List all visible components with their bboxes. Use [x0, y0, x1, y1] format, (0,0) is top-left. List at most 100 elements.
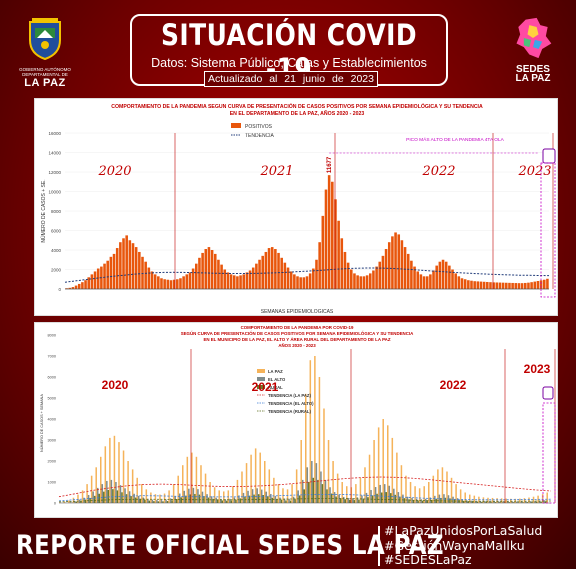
bar-la-paz	[473, 495, 476, 503]
bar-la-paz	[259, 452, 261, 503]
bar-positivos	[460, 278, 464, 289]
bar-la-paz	[150, 492, 152, 503]
bar-el-alto	[356, 497, 359, 503]
bar-el-alto	[256, 488, 258, 503]
bar-positivos	[289, 271, 293, 289]
bar-rural	[353, 500, 356, 503]
bar-el-alto	[128, 491, 131, 503]
y-tick-label: 14000	[48, 151, 61, 156]
bar-positivos	[188, 272, 192, 289]
bar-positivos	[106, 260, 109, 289]
bar-positivos	[128, 240, 132, 289]
legend-label: TENDENCIA (RURAL)	[268, 409, 311, 414]
bar-el-alto	[347, 497, 350, 503]
bar-el-alto	[511, 501, 514, 503]
bar-rural	[444, 497, 447, 503]
bar-la-paz	[59, 502, 61, 503]
bar-rural	[294, 499, 296, 503]
bar-la-paz	[182, 465, 184, 503]
bar-rural	[303, 489, 305, 503]
bar-positivos	[324, 189, 328, 289]
bar-el-alto	[456, 498, 459, 503]
bar-el-alto	[160, 500, 163, 503]
bar-la-paz	[286, 489, 289, 503]
bar-positivos	[334, 199, 337, 289]
bar-rural	[235, 499, 237, 503]
bar-positivos	[65, 288, 68, 289]
year-label: 2020	[102, 378, 129, 392]
bar-la-paz	[414, 486, 416, 503]
bar-positivos	[542, 279, 546, 289]
bar-rural	[103, 491, 105, 503]
bar-positivos	[277, 252, 280, 289]
bar-rural	[285, 500, 287, 503]
bar-el-alto	[283, 498, 286, 503]
bar-rural	[481, 501, 483, 503]
bar-positivos	[242, 274, 246, 289]
bar-positivos	[157, 276, 160, 289]
bar-el-alto	[96, 487, 99, 503]
gobernacion-small-text: GOBIERNO AUTÓNOMO DEPARTAMENTAL DE	[19, 67, 71, 77]
bar-positivos	[274, 249, 277, 289]
bar-la-paz	[377, 427, 380, 503]
bar-positivos	[432, 270, 435, 289]
bar-la-paz	[154, 494, 157, 503]
bar-positivos	[473, 281, 476, 289]
bar-la-paz	[541, 494, 544, 503]
bar-la-paz	[373, 440, 375, 503]
bar-positivos	[340, 238, 344, 289]
bar-rural	[308, 482, 310, 503]
year-label: 2021	[252, 380, 279, 394]
bar-positivos	[255, 263, 258, 289]
bar-la-paz	[168, 490, 170, 503]
bar-positivos	[350, 269, 353, 289]
bar-rural	[267, 496, 269, 503]
bar-la-paz	[441, 467, 444, 503]
hashtag-item: #SEDESLaPaz	[384, 552, 472, 567]
bar-la-paz	[455, 484, 457, 503]
shield-emblem-icon	[29, 18, 61, 61]
bar-positivos	[144, 261, 147, 289]
bar-positivos	[403, 247, 407, 289]
bar-el-alto	[119, 485, 122, 503]
bar-la-paz	[332, 461, 334, 503]
bar-rural	[84, 499, 87, 503]
bar-el-alto	[83, 497, 85, 503]
bar-rural	[508, 502, 510, 503]
bar-positivos	[343, 251, 347, 289]
bar-la-paz	[446, 471, 448, 503]
bar-la-paz	[432, 475, 435, 503]
bar-positivos	[327, 175, 331, 289]
bar-rural	[93, 495, 96, 503]
bar-positivos	[422, 276, 426, 289]
bar-el-alto	[233, 497, 236, 503]
bar-el-alto	[110, 479, 113, 503]
bar-la-paz	[131, 469, 134, 503]
footer-title: REPORTE OFICIAL SEDES LA PAZ	[16, 530, 444, 561]
bar-positivos	[479, 281, 483, 289]
bar-la-paz	[464, 492, 466, 503]
bar-positivos	[406, 253, 410, 289]
gobernacion-logo: GOBIERNO AUTÓNOMO DEPARTAMENTAL DE LA PA…	[14, 18, 76, 90]
bar-positivos	[508, 282, 511, 289]
bar-positivos	[308, 273, 312, 289]
bar-positivos	[523, 282, 527, 289]
bar-rural	[121, 492, 123, 503]
bar-la-paz	[254, 448, 257, 503]
bar-rural	[262, 495, 264, 503]
bar-la-paz	[109, 437, 111, 503]
bar-positivos	[112, 253, 116, 289]
bar-positivos	[520, 283, 524, 289]
bar-positivos	[451, 269, 454, 289]
bar-positivos	[223, 269, 227, 289]
bar-positivos	[229, 274, 233, 289]
bar-positivos	[251, 267, 255, 289]
bar-positivos	[109, 256, 113, 289]
trend-line	[58, 498, 552, 503]
bar-el-alto	[497, 501, 500, 503]
bar-la-paz	[391, 437, 394, 503]
bar-positivos	[141, 256, 144, 289]
bar-positivos	[103, 263, 106, 289]
bar-la-paz	[505, 498, 507, 503]
bar-positivos	[213, 253, 217, 289]
